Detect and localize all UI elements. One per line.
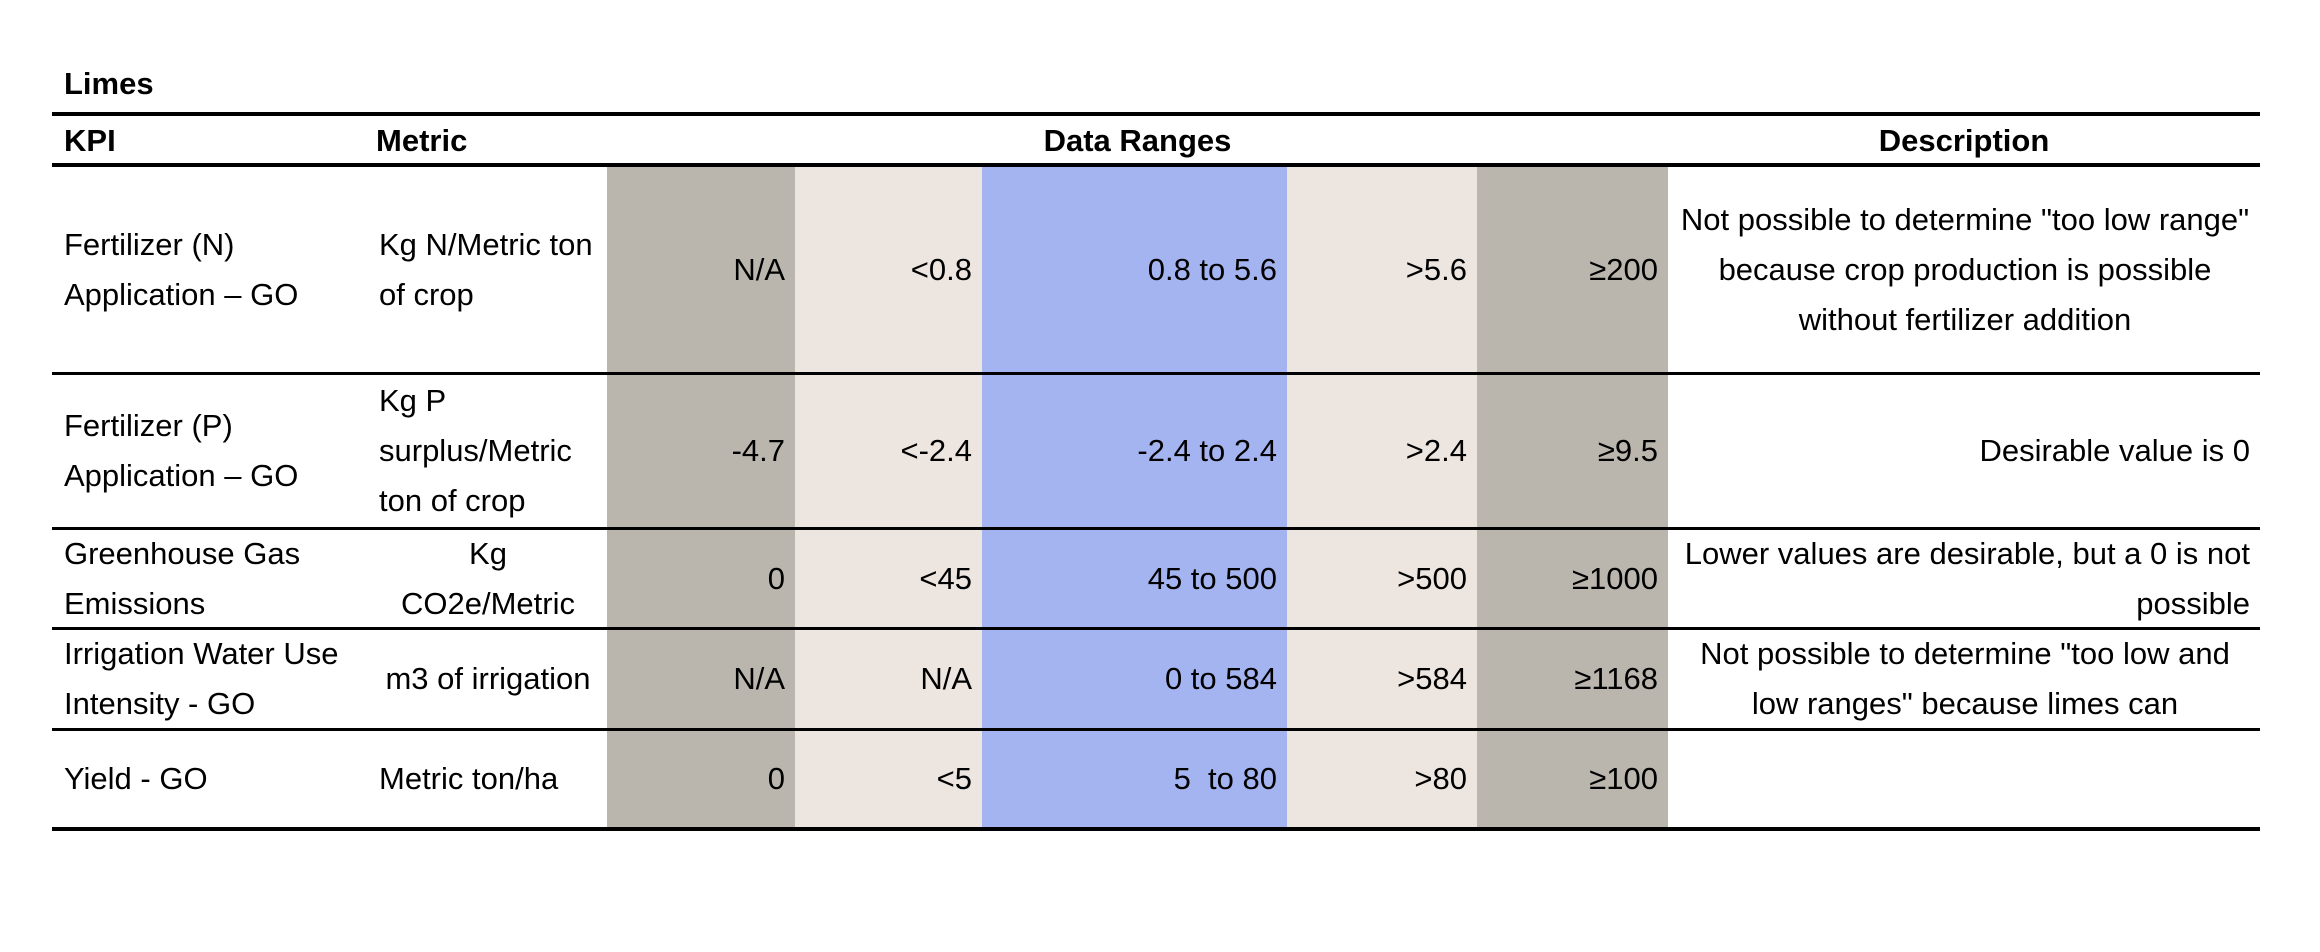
kpi-cell: Irrigation Water Use Intensity - GO — [64, 636, 348, 721]
range-cell: 0 to 584 — [1164, 661, 1277, 696]
metric-cell: Kg CO2e/Metric — [401, 535, 575, 621]
range-band — [795, 165, 982, 829]
range-cell: >500 — [1397, 560, 1467, 596]
kpi-cell: Greenhouse Gas Emissions — [64, 535, 309, 621]
rule — [52, 112, 2260, 116]
rule — [52, 827, 2260, 831]
range-cell: 0 — [767, 761, 785, 796]
range-band — [1287, 165, 1477, 829]
metric-cell: Metric ton/ha — [379, 761, 559, 796]
table-title: Limes — [64, 66, 154, 101]
range-cell: 0.8 to 5.6 — [1147, 251, 1277, 287]
column-header: KPI — [64, 123, 116, 158]
range-cell: 5 to 80 — [1173, 761, 1277, 796]
kpi-cell: Fertilizer (N) Application – GO — [64, 226, 299, 312]
range-cell: ≥1168 — [1574, 661, 1658, 696]
range-band — [982, 165, 1287, 829]
range-cell: ≥9.5 — [1597, 433, 1658, 468]
range-cell: <-2.4 — [900, 433, 972, 468]
range-cell: ≥200 — [1589, 251, 1658, 287]
rule — [52, 728, 2260, 731]
range-cell: <45 — [919, 560, 972, 596]
metric-cell: Kg N/Metric ton of crop — [379, 226, 602, 312]
column-header: Metric — [376, 123, 468, 158]
range-cell: >2.4 — [1405, 433, 1467, 468]
metric-cell: m3 of irrigation — [385, 661, 591, 696]
column-header: Description — [1878, 123, 2050, 158]
rule — [52, 372, 2260, 375]
range-cell: N/A — [733, 661, 785, 696]
range-cell: >5.6 — [1405, 251, 1467, 287]
range-cell: N/A — [733, 251, 785, 287]
description-cell: Not possible to determine "too low and l… — [1700, 636, 2239, 721]
range-band — [607, 165, 795, 829]
rule — [52, 163, 2260, 167]
column-header: Data Ranges — [1043, 123, 1232, 158]
description-cell: Not possible to determine "too low range… — [1680, 201, 2258, 337]
range-cell: <5 — [936, 761, 972, 796]
description-cell: Lower values are desirable, but a 0 is n… — [1684, 535, 2259, 621]
range-cell: >80 — [1414, 761, 1467, 796]
range-band — [1477, 165, 1668, 829]
range-cell: -4.7 — [731, 433, 785, 468]
range-cell: -2.4 to 2.4 — [1137, 433, 1277, 468]
kpi-cell: Yield - GO — [64, 761, 208, 796]
range-cell: ≥1000 — [1572, 560, 1658, 596]
range-cell: 0 — [767, 560, 785, 596]
description-cell: Desirable value is 0 — [1979, 433, 2250, 468]
rule — [52, 627, 2260, 630]
range-cell: ≥100 — [1589, 761, 1658, 796]
range-cell: <0.8 — [910, 251, 972, 287]
range-cell: N/A — [920, 661, 972, 696]
range-cell: >584 — [1397, 661, 1467, 696]
rule — [52, 527, 2260, 530]
kpi-cell: Fertilizer (P) Application – GO — [64, 408, 299, 493]
range-cell: 45 to 500 — [1147, 560, 1277, 596]
metric-cell: Kg P surplus/Metric ton of crop — [379, 383, 581, 518]
